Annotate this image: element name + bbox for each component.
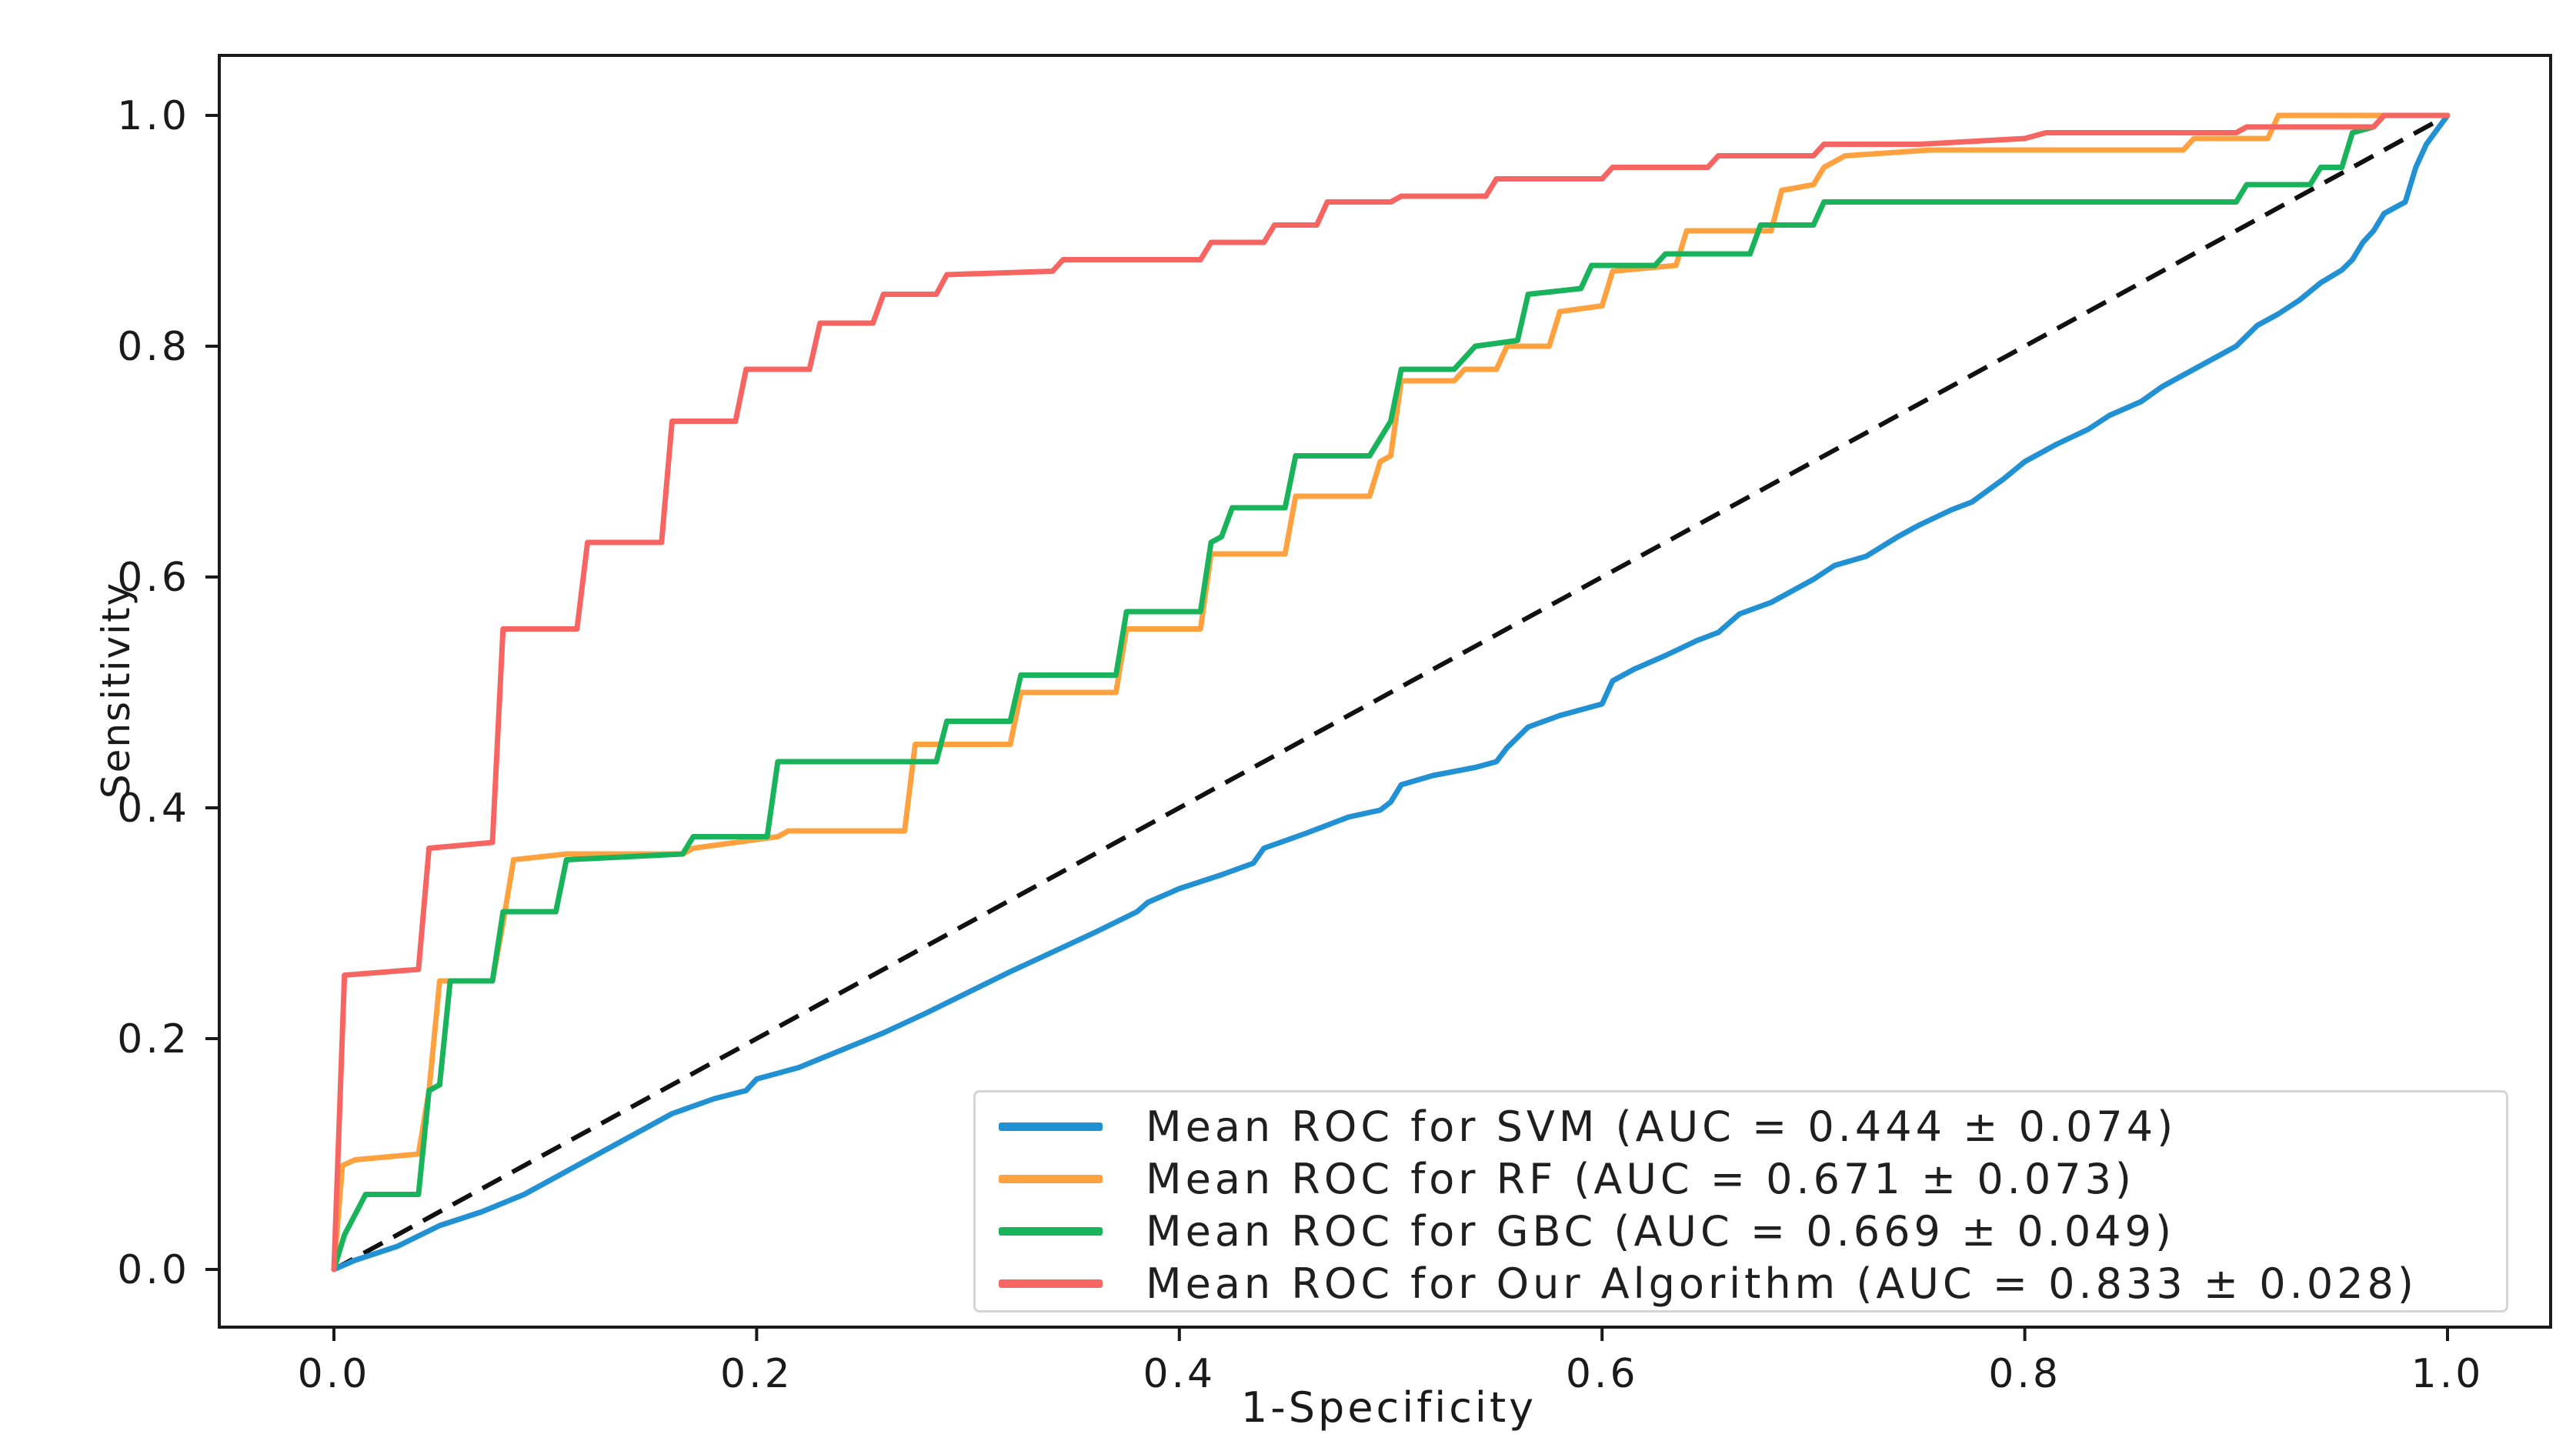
axis-ticks xyxy=(205,114,2449,1341)
axes-frame xyxy=(218,54,2552,1329)
y-tick-label: 0.6 xyxy=(117,555,190,601)
legend-line-swatch xyxy=(999,1174,1103,1183)
x-tick-label: 0.6 xyxy=(1566,1351,1639,1397)
legend-item-rf: Mean ROC for RF (AUC = 0.671 ± 0.073) xyxy=(999,1153,2506,1204)
x-axis-label: 1-Specificity xyxy=(1240,1383,1537,1432)
x-tick-label: 0.4 xyxy=(1143,1351,1216,1397)
legend-item-svm: Mean ROC for SVM (AUC = 0.444 ± 0.074) xyxy=(999,1101,2506,1152)
legend-box: Mean ROC for SVM (AUC = 0.444 ± 0.074) Me… xyxy=(973,1090,2508,1313)
legend-label: Mean ROC for SVM (AUC = 0.444 ± 0.074) xyxy=(1146,1102,2177,1151)
legend-item-gbc: Mean ROC for GBC (AUC = 0.669 ± 0.049) xyxy=(999,1206,2506,1257)
x-tick-label: 0.8 xyxy=(1988,1351,2061,1397)
legend-label: Mean ROC for RF (AUC = 0.671 ± 0.073) xyxy=(1146,1154,2135,1203)
y-tick-label: 0.2 xyxy=(117,1016,190,1062)
chance-diagonal-line xyxy=(332,113,2449,1272)
legend-label: Mean ROC for GBC (AUC = 0.669 ± 0.049) xyxy=(1146,1207,2176,1256)
roc-curve-rf xyxy=(331,112,2451,1273)
chance-diagonal xyxy=(332,113,2449,1272)
y-tick-label: 0.0 xyxy=(117,1247,190,1293)
roc-curves xyxy=(331,112,2451,1273)
legend-line-swatch xyxy=(999,1227,1103,1236)
legend-item-our-algorithm: Mean ROC for Our Algorithm (AUC = 0.833 … xyxy=(999,1259,2506,1309)
x-tick-label: 0.0 xyxy=(298,1351,371,1397)
legend-line-swatch xyxy=(999,1122,1103,1131)
axis-tick-labels: 0.0 0.2 0.4 0.6 0.8 1.0 0.0 0.2 0.4 0.6 0.8 1.0 xyxy=(117,93,2484,1397)
y-tick-label: 0.4 xyxy=(117,786,190,832)
legend-label: Mean ROC for Our Algorithm (AUC = 0.833 … xyxy=(1146,1259,2418,1309)
y-tick-label: 1.0 xyxy=(117,93,190,139)
y-tick-label: 0.8 xyxy=(117,324,190,370)
roc-curve-svm xyxy=(331,112,2451,1273)
roc-curve-our-algorithm xyxy=(331,112,2451,1273)
legend-line-swatch xyxy=(999,1279,1103,1289)
x-tick-label: 1.0 xyxy=(2411,1351,2484,1397)
x-tick-label: 0.2 xyxy=(720,1351,793,1397)
y-axis-label: Sensitivity xyxy=(94,581,139,799)
roc-curve-gbc xyxy=(331,112,2451,1273)
plot-frame xyxy=(218,54,2552,1329)
